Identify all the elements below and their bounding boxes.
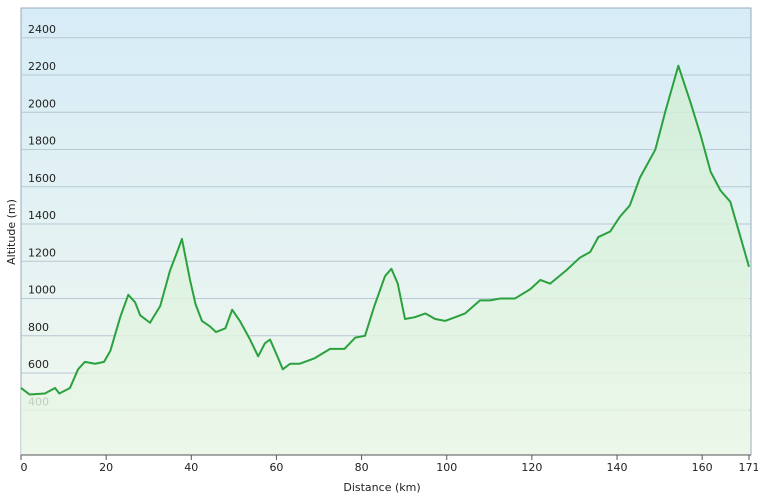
x-tick-label: 60 <box>269 461 283 474</box>
x-tick-label: 100 <box>436 461 457 474</box>
y-axis-label: Altitude (m) <box>5 199 18 265</box>
y-tick-label: 800 <box>28 321 49 334</box>
x-tick-label: 40 <box>184 461 198 474</box>
y-tick-label: 2000 <box>28 97 56 110</box>
y-tick-label: 1000 <box>28 284 56 297</box>
y-tick-label: 1400 <box>28 209 56 222</box>
y-tick-label: 1600 <box>28 172 56 185</box>
y-tick-label: 600 <box>28 358 49 371</box>
x-tick-label: 171 <box>739 461 758 474</box>
y-tick-label: 1200 <box>28 246 56 259</box>
x-tick-label: 0 <box>21 461 28 474</box>
x-tick-label: 160 <box>692 461 713 474</box>
x-tick-label: 20 <box>99 461 113 474</box>
y-tick-label: 2400 <box>28 23 56 36</box>
x-axis-label: Distance (km) <box>343 481 420 494</box>
x-tick-label: 80 <box>355 461 369 474</box>
x-tick-label: 120 <box>521 461 542 474</box>
x-tick-label: 140 <box>607 461 628 474</box>
y-tick-label: 1800 <box>28 135 56 148</box>
y-tick-label: 2200 <box>28 60 56 73</box>
